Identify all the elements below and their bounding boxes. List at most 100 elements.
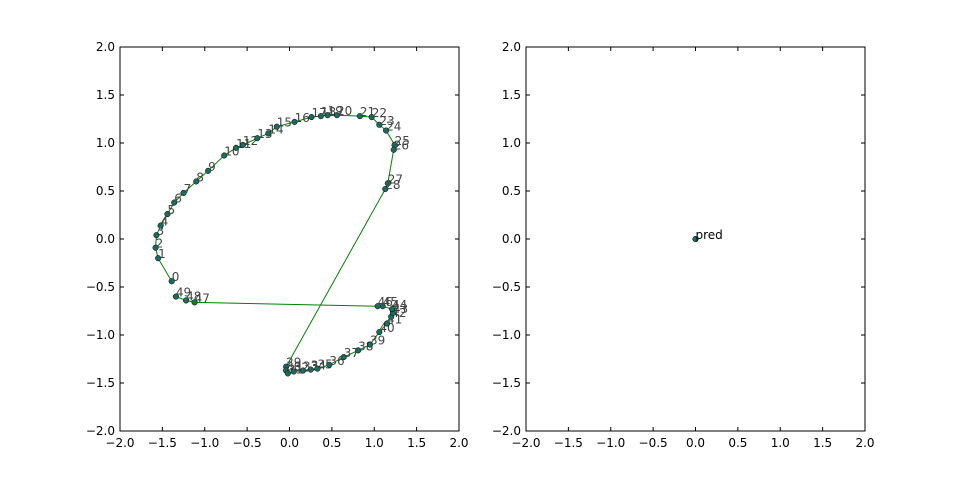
data-point (376, 121, 383, 128)
data-point (291, 118, 298, 125)
point-label: 24 (386, 120, 401, 134)
data-point (384, 180, 391, 187)
data-point (221, 152, 228, 159)
data-point (376, 329, 383, 336)
y-tick-label: −1.0 (86, 328, 115, 342)
data-point (356, 113, 363, 120)
data-point (205, 167, 212, 174)
point-label: 7 (184, 182, 192, 196)
data-point (153, 232, 160, 239)
data-point (324, 112, 331, 119)
data-point (355, 347, 362, 354)
data-point (368, 114, 375, 121)
x-tick-label: −1.0 (596, 436, 625, 450)
y-tick-label: 0.0 (96, 232, 115, 246)
point-label: 2 (156, 237, 164, 251)
y-tick-label: 1.5 (96, 88, 115, 102)
point-label: 45 (383, 295, 398, 309)
data-point (265, 130, 272, 137)
x-tick-label: 0.0 (686, 436, 705, 450)
data-point (233, 144, 240, 151)
data-point (157, 222, 164, 229)
data-point (284, 370, 291, 377)
point-label: 48 (186, 289, 201, 303)
point-label: 39 (370, 334, 385, 348)
data-point (383, 320, 391, 327)
data-point (388, 306, 396, 313)
x-tick-label: −2.0 (105, 436, 134, 450)
plot-prediction: −2.0 −1.5 −1.0 −0.5 0.0 0.5 1.0 1.5 2.0−2.0−1.5−… (492, 40, 875, 450)
point-label: 23 (379, 114, 394, 128)
data-point (308, 114, 315, 121)
point-label: 27 (388, 172, 403, 186)
data-point (180, 189, 187, 196)
x-tick-label: 0.0 (280, 436, 299, 450)
x-tick-label: −1.5 (554, 436, 583, 450)
point-label: 15 (277, 116, 292, 130)
x-tick-label: 1.0 (771, 436, 790, 450)
point-label: 9 (208, 160, 216, 174)
data-point (239, 141, 246, 148)
y-tick-label: −1.5 (492, 376, 521, 390)
point-label: 6 (174, 192, 182, 206)
point-label: 1 (158, 247, 166, 261)
point-label: 49 (176, 286, 191, 300)
y-tick-label: 1.0 (96, 136, 115, 150)
point-label: 16 (295, 111, 310, 125)
data-point (383, 127, 390, 134)
data-point (390, 146, 397, 153)
data-point (183, 297, 190, 304)
y-tick-label: −2.0 (86, 424, 115, 438)
data-point (300, 367, 307, 374)
data-point (374, 303, 381, 310)
point-label: 20 (337, 104, 352, 118)
data-point (333, 112, 341, 119)
data-point (172, 293, 179, 300)
y-tick-label: 0.5 (96, 184, 115, 198)
point-label: 26 (394, 139, 409, 153)
point-label: 5 (167, 203, 175, 217)
x-tick-label: −2.0 (511, 436, 540, 450)
x-tick-label: 1.5 (407, 436, 426, 450)
data-point (314, 365, 321, 372)
data-point (366, 341, 374, 348)
point-label: 0 (172, 270, 180, 284)
data-point (193, 178, 200, 185)
point-label: 40 (379, 321, 394, 335)
data-point (382, 186, 389, 193)
y-tick-label: −1.0 (492, 328, 521, 342)
point-label: 43 (393, 302, 408, 316)
plot-trajectory: −2.0 −1.5 −1.0 −0.5 0.0 0.5 1.0 1.5 2.0−2.0−1.5−… (86, 40, 469, 450)
x-tick-label: −1.0 (190, 436, 219, 450)
y-tick-label: −0.5 (86, 280, 115, 294)
x-tick-label: −0.5 (639, 436, 668, 450)
point-label: pred (696, 228, 723, 242)
y-tick-label: 2.0 (502, 40, 521, 54)
x-tick-label: −0.5 (233, 436, 262, 450)
data-point (273, 123, 280, 130)
y-tick-label: 1.5 (502, 88, 521, 102)
data-point (340, 354, 347, 361)
point-label: 46 (378, 295, 393, 309)
axes-frame (119, 46, 460, 432)
data-point (290, 368, 297, 375)
point-label: 47 (195, 291, 210, 305)
x-tick-label: 1.0 (365, 436, 384, 450)
data-point (152, 244, 159, 251)
x-tick-label: 2.0 (449, 436, 468, 450)
data-point (254, 135, 261, 142)
y-tick-label: −0.5 (492, 280, 521, 294)
data-point (171, 199, 178, 206)
point-label: 28 (385, 178, 400, 192)
data-point (326, 361, 333, 368)
y-tick-label: 1.0 (502, 136, 521, 150)
data-point (155, 255, 162, 262)
point-label: 8 (196, 170, 204, 184)
point-label: 22 (372, 106, 387, 120)
point-label: 4 (161, 215, 169, 229)
data-point (168, 278, 175, 285)
data-point (692, 235, 699, 243)
point-label: 3 (156, 224, 164, 238)
x-tick-label: 0.5 (728, 436, 747, 450)
x-tick-label: 1.5 (813, 436, 832, 450)
